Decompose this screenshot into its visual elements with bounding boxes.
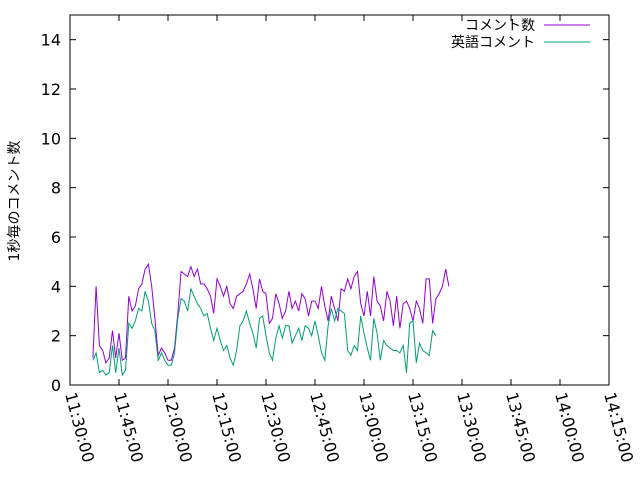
series-lines [92,262,450,377]
x-tick-label: 12:15:00 [208,390,245,464]
legend-label: 英語コメント [451,34,535,51]
plot-frame [69,14,610,386]
y-tick-label: 6 [51,228,61,247]
x-tick-label: 11:30:00 [61,390,98,464]
series-line [92,262,450,364]
y-tick-label: 0 [51,376,61,395]
x-axis: 11:30:00 11:45:00 12:00:00 12:15:00 12:30:00… [61,15,637,464]
x-tick-label: 13:15:00 [404,390,441,464]
series-line [92,286,437,377]
y-tick-label: 12 [41,80,61,99]
y-tick-label: 10 [41,129,61,148]
y-axis: 0 2 4 6 8 10 12 14 [41,31,609,395]
y-tick-label: 4 [51,277,61,296]
x-tick-label: 12:30:00 [257,390,294,464]
x-tick-label: 12:45:00 [306,390,343,464]
y-tick-label: 8 [51,179,61,198]
x-tick-label: 14:00:00 [551,390,588,464]
y-tick-label: 14 [41,31,61,50]
x-tick-label: 13:45:00 [502,390,539,464]
y-tick-label: 2 [51,327,61,346]
y-axis-title: 1秒毎のコメント数 [7,141,23,262]
x-tick-label: 14:15:00 [600,390,637,464]
x-tick-label: 11:45:00 [110,390,147,464]
x-tick-label: 13:00:00 [355,390,392,464]
x-tick-label: 13:30:00 [453,390,490,464]
legend-label: コメント数 [465,18,535,34]
x-tick-label: 12:00:00 [159,390,196,464]
